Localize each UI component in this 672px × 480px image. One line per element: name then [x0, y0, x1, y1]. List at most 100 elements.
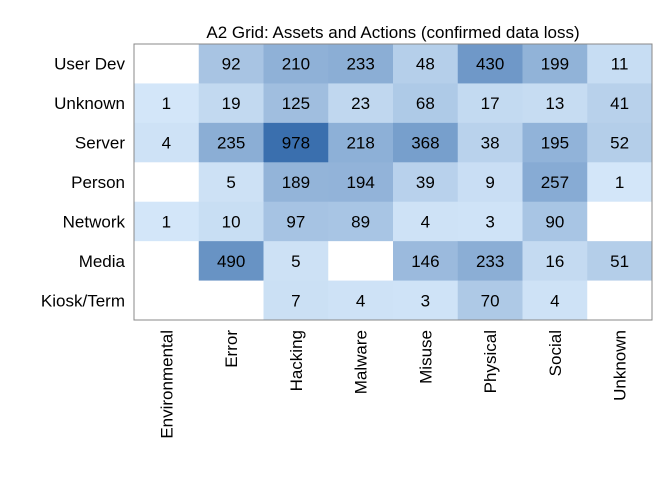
- cell-value-label: 51: [610, 252, 629, 271]
- row-label: Media: [79, 252, 126, 271]
- cell-value-label: 13: [545, 94, 564, 113]
- cell-value-label: 92: [222, 55, 241, 74]
- cell-value-label: 125: [282, 94, 310, 113]
- cell-value-label: 70: [481, 291, 500, 310]
- column-label: Social: [546, 330, 565, 376]
- column-label: Physical: [481, 330, 500, 393]
- cell-value-label: 5: [226, 173, 235, 192]
- heatmap-cell: [134, 83, 200, 124]
- cell-value-label: 39: [416, 173, 435, 192]
- cell-value-label: 430: [476, 55, 504, 74]
- cell-value-label: 257: [541, 173, 569, 192]
- heatmap-cell: [134, 162, 200, 203]
- cell-value-label: 16: [545, 252, 564, 271]
- heatmap-cell: [328, 162, 394, 203]
- heatmap-cell: [198, 201, 264, 242]
- heatmap-cell: [393, 83, 459, 124]
- cell-value-label: 90: [545, 212, 564, 231]
- row-label: Kiosk/Term: [41, 291, 125, 310]
- heatmap-cell: [393, 241, 459, 282]
- heatmap-cell: [263, 241, 329, 282]
- cell-value-label: 5: [291, 252, 300, 271]
- heatmap-cell: [328, 122, 394, 163]
- heatmap-cell: [457, 44, 523, 84]
- cell-value-label: 48: [416, 55, 435, 74]
- heatmap-cell: [134, 241, 200, 282]
- heatmap-cell: [328, 280, 394, 321]
- cell-value-label: 4: [421, 212, 430, 231]
- heatmap-cell: [263, 162, 329, 203]
- cell-value-label: 4: [550, 291, 559, 310]
- heatmap-cell: [263, 44, 329, 84]
- heatmap-cell: [457, 201, 523, 242]
- row-label: Person: [71, 173, 125, 192]
- heatmap-cell: [457, 241, 523, 282]
- cell-value-label: 1: [615, 173, 624, 192]
- heatmap-cell: [587, 201, 653, 242]
- heatmap-cell: [393, 122, 459, 163]
- cell-value-label: 89: [351, 212, 370, 231]
- heatmap-cell: [198, 83, 264, 124]
- heatmap-cell: [198, 44, 264, 84]
- cell-value-label: 146: [411, 252, 439, 271]
- cell-value-label: 199: [541, 55, 569, 74]
- cell-value-label: 68: [416, 94, 435, 113]
- cell-value-label: 233: [476, 252, 504, 271]
- row-label: User Dev: [54, 55, 125, 74]
- cell-value-label: 17: [481, 94, 500, 113]
- heatmap-cell: [522, 162, 588, 203]
- heatmap-cell: [198, 162, 264, 203]
- column-label: Hacking: [287, 330, 306, 391]
- heatmap-cell: [587, 83, 653, 124]
- heatmap-cell: [263, 83, 329, 124]
- cell-value-label: 1: [162, 94, 171, 113]
- heatmap-cell: [522, 201, 588, 242]
- heatmap-cell: [263, 280, 329, 321]
- cell-value-label: 52: [610, 134, 629, 153]
- row-label: Network: [63, 212, 126, 231]
- heatmap-cell: [587, 122, 653, 163]
- cell-value-label: 189: [282, 173, 310, 192]
- heatmap-cell: [457, 122, 523, 163]
- heatmap-cell: [393, 201, 459, 242]
- chart-title: A2 Grid: Assets and Actions (confirmed d…: [206, 23, 579, 42]
- heatmap-cell: [328, 83, 394, 124]
- heatmap-cells: 92 210 233 48 430 199 111 19 125 23 68 17 13 414 235 97…: [134, 44, 653, 321]
- heatmap-cell: [457, 280, 523, 321]
- heatmap-cell: [522, 44, 588, 84]
- cell-value-label: 41: [610, 94, 629, 113]
- cell-value-label: 38: [481, 134, 500, 153]
- plot-frame: [133, 43, 653, 321]
- row-label: Server: [75, 134, 125, 153]
- heatmap-cell: [134, 201, 200, 242]
- column-label: Error: [222, 330, 241, 368]
- heatmap-cell: [522, 280, 588, 321]
- heatmap-cell: [393, 44, 459, 84]
- heatmap-cell: [522, 122, 588, 163]
- cell-value-label: 1: [162, 212, 171, 231]
- cell-value-label: 233: [346, 55, 374, 74]
- heatmap-cell: [587, 280, 653, 321]
- cell-value-label: 978: [282, 134, 310, 153]
- cell-value-label: 4: [356, 291, 365, 310]
- heatmap-cell: [457, 83, 523, 124]
- heatmap-cell: [457, 162, 523, 203]
- cell-value-label: 195: [541, 134, 569, 153]
- column-label: Malware: [352, 330, 371, 394]
- heatmap-cell: [134, 44, 200, 84]
- heatmap-cell: [134, 122, 200, 163]
- cell-value-label: 490: [217, 252, 245, 271]
- heatmap-cell: [522, 83, 588, 124]
- column-labels: Environmental Error Hacking Malware Misuse Ph…: [157, 330, 629, 439]
- heatmap-cell: [587, 162, 653, 203]
- heatmap-cell: [328, 201, 394, 242]
- heatmap-cell: [587, 241, 653, 282]
- cell-value-label: 97: [286, 212, 305, 231]
- cell-value-label: 3: [421, 291, 430, 310]
- heatmap-cell: [198, 241, 264, 282]
- heatmap-cell: [587, 44, 653, 84]
- cell-value-label: 194: [346, 173, 374, 192]
- column-label: Unknown: [611, 330, 630, 401]
- heatmap-cell: [263, 122, 329, 163]
